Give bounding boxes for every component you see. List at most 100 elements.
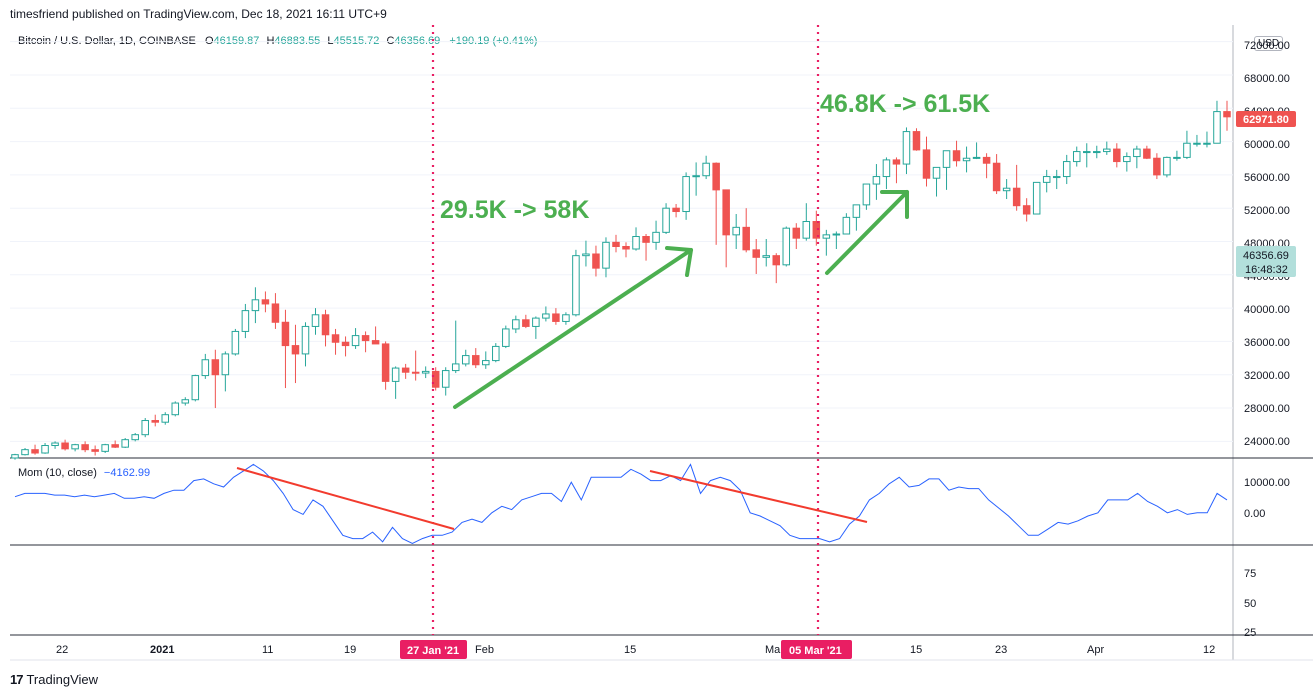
candle-down — [341, 341, 350, 347]
time-axis: 22 2021 11 19 Feb 15 Ma 15 23 Apr 12 — [56, 644, 1215, 656]
candle-up — [1083, 151, 1091, 154]
candle-down — [772, 255, 781, 266]
candle-down — [331, 334, 340, 343]
low-label: L — [327, 35, 334, 47]
candle-down — [91, 449, 99, 452]
lower-tick-0: 75 — [1244, 568, 1256, 580]
high-label: H — [266, 35, 275, 47]
candle-down — [371, 340, 380, 345]
candle-up — [1052, 176, 1061, 179]
time-tick-19: 19 — [344, 644, 356, 656]
candle-up — [862, 183, 871, 206]
candle-up — [161, 414, 170, 423]
price-axis: 72000.00 68000.00 64000.00 60000.00 5600… — [1244, 40, 1290, 448]
momentum-label: Mom (10, close) — [18, 467, 97, 479]
candle-up — [181, 399, 190, 404]
candle-down — [752, 249, 760, 258]
candle-up — [512, 319, 520, 330]
candle-up — [221, 353, 230, 376]
candle-down — [742, 226, 750, 251]
candle-up — [1213, 111, 1221, 144]
tradingview-logo[interactable]: 17 TradingView — [10, 672, 98, 687]
candle-up — [542, 313, 550, 319]
candle-up — [1093, 151, 1101, 154]
candle-up — [141, 420, 149, 436]
candle-down — [792, 227, 801, 239]
candle-up — [131, 434, 139, 441]
change-value: +190.19 (+0.41%) — [449, 35, 538, 47]
mom-trendline-1 — [236, 467, 455, 530]
candle-up — [942, 150, 951, 168]
candle-up — [1203, 142, 1211, 145]
lower-tick-1: 50 — [1244, 598, 1256, 610]
candle-up — [171, 402, 180, 416]
high-value: 46883.55 — [274, 35, 321, 47]
candle-down — [642, 236, 650, 243]
close-label: C — [386, 35, 395, 47]
candle-down — [1153, 157, 1161, 176]
candle-down — [922, 149, 931, 179]
candle-down — [1143, 148, 1151, 159]
current-price-tag-bg — [1236, 246, 1296, 277]
candle-down — [381, 343, 390, 382]
candle-up — [532, 317, 540, 327]
candle-down — [321, 314, 330, 336]
lower-tick-2: 25 — [1244, 627, 1256, 639]
date-tag-2: 05 Mar '21 — [789, 645, 842, 657]
price-tick-5: 52000.00 — [1244, 205, 1290, 217]
candle-up — [632, 236, 640, 250]
price-tick-4: 56000.00 — [1244, 172, 1290, 184]
close-value: 46356.69 — [394, 35, 441, 47]
price-tick-10: 32000.00 — [1244, 370, 1290, 382]
candle-up — [1062, 161, 1071, 178]
candle-up — [391, 367, 400, 382]
annotation-1: 29.5K -> 58K — [440, 196, 589, 224]
candle-down — [281, 321, 290, 347]
candle-down — [472, 355, 480, 366]
candle-down — [522, 319, 530, 327]
current-price-value: 46356.69 — [1243, 250, 1289, 262]
open-value: 46159.87 — [213, 35, 260, 47]
tradingview-logo-icon: 17 — [10, 672, 24, 687]
candle-up — [311, 314, 320, 327]
candle-down — [401, 367, 410, 373]
candle-up — [301, 325, 310, 355]
candle-up — [1123, 156, 1131, 163]
time-tick-23: 23 — [995, 644, 1007, 656]
date-tag-1-bg — [400, 640, 467, 659]
candle-up — [191, 375, 200, 401]
candle-up — [421, 370, 430, 374]
arrow-1 — [453, 246, 693, 409]
time-tick-15b: 15 — [910, 644, 922, 656]
candle-down — [1223, 111, 1231, 118]
candle-up — [802, 221, 811, 239]
symbol-title: Bitcoin / U.S. Dollar, 1D, COINBASE — [18, 35, 196, 47]
candle-down — [672, 207, 680, 213]
time-tick-22: 22 — [56, 644, 68, 656]
candle-up — [251, 299, 260, 312]
candle-down — [722, 189, 730, 236]
candle-up — [1072, 151, 1081, 163]
candle-up — [822, 234, 831, 239]
candle-down — [361, 335, 370, 342]
candle-up — [441, 370, 450, 388]
candle-down — [912, 131, 921, 151]
candle-up — [1002, 187, 1011, 192]
time-tick-mar: Ma — [765, 644, 781, 656]
candle-up — [1103, 148, 1111, 153]
candle-up — [1032, 181, 1041, 215]
candle-down — [31, 449, 39, 454]
candle-down — [622, 245, 630, 250]
price-tick-0: 72000.00 — [1244, 40, 1290, 52]
momentum-pane — [14, 463, 1228, 544]
date-tag-1: 27 Jan '21 — [407, 645, 459, 657]
candle-up — [762, 255, 770, 258]
time-tick-12: 12 — [1203, 644, 1215, 656]
currency-button[interactable]: USD — [1254, 36, 1284, 51]
candle-down — [552, 313, 560, 322]
candle-up — [461, 355, 470, 365]
candle-up — [451, 363, 460, 372]
candle-up — [201, 359, 210, 377]
momentum-legend: Mom (10, close) −4162.99 — [18, 467, 150, 479]
